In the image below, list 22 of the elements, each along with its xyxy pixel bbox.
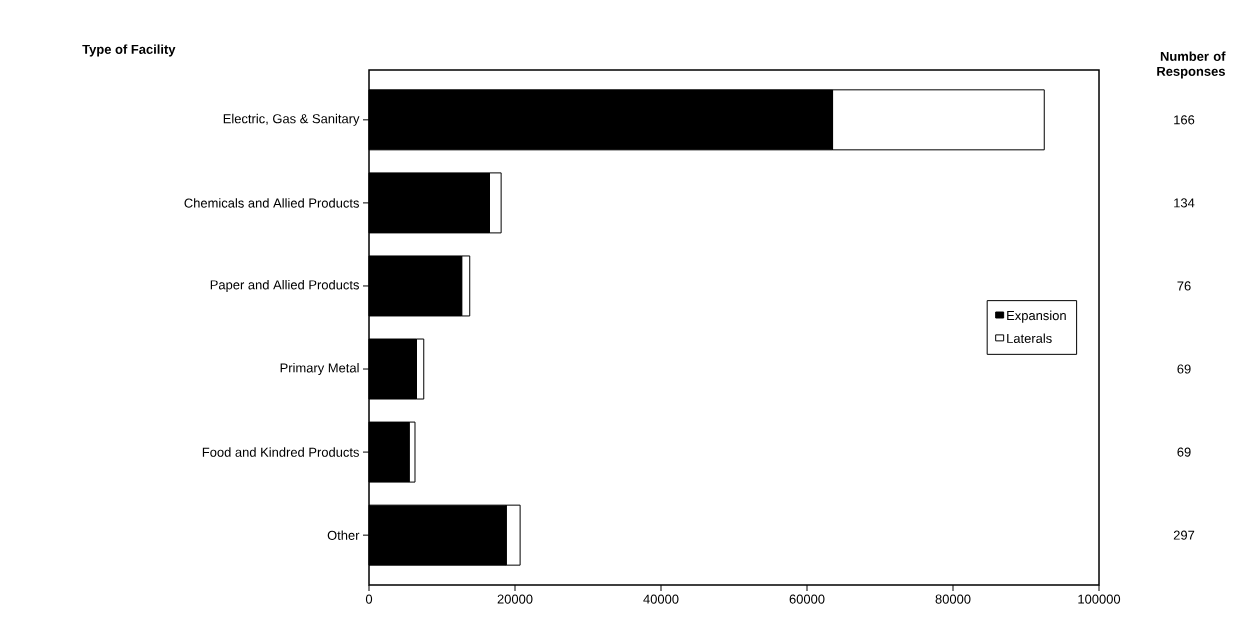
text: 69 xyxy=(1177,447,1191,457)
x-tick-label: 0 xyxy=(365,594,373,604)
y-tick-label: Electric, Gas & Sanitary xyxy=(223,113,360,126)
text: 134 xyxy=(1174,198,1195,208)
text: 166 xyxy=(1174,115,1195,125)
x-tick-label: 40000 xyxy=(643,594,679,604)
text: 76 xyxy=(1177,281,1191,291)
text: 69 xyxy=(1177,364,1191,374)
y-tick-label: Primary Metal xyxy=(280,362,359,376)
x-tick-label: 20000 xyxy=(497,594,533,604)
x-tick-label: 60000 xyxy=(789,594,825,604)
x-tick-label: 80000 xyxy=(935,594,971,604)
text: Number of Responses xyxy=(1157,51,1226,79)
y-axis-title: Type of Facility xyxy=(82,44,176,57)
y-tick-label: Other xyxy=(327,530,360,540)
x-tick-label: 100000 xyxy=(1078,594,1121,604)
y-tick-label: Chemicals and Allied Products xyxy=(184,198,359,208)
text: 297 xyxy=(1173,530,1195,540)
legend-label: Expansion xyxy=(1007,310,1066,323)
legend-label: Laterals xyxy=(1007,333,1052,343)
y-tick-label: Food and Kindred Products xyxy=(202,447,359,457)
y-tick-label: Paper and Allied Products xyxy=(210,279,359,292)
